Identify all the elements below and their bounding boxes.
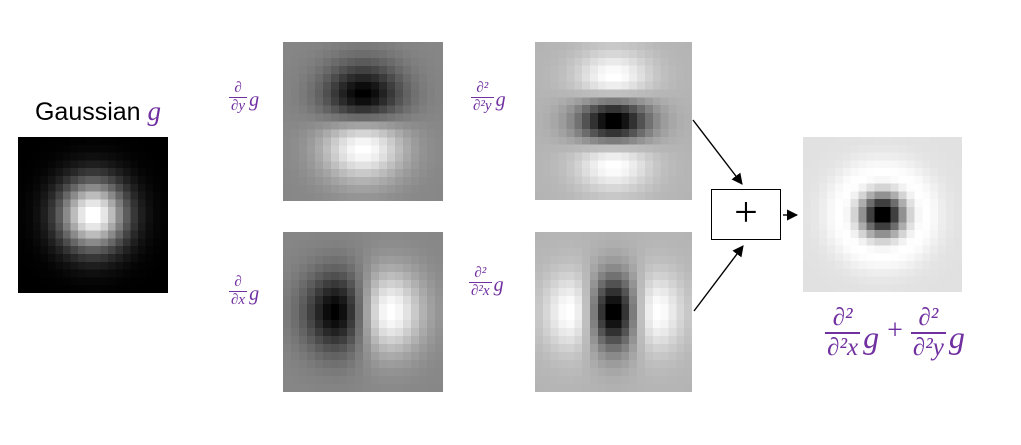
- dx-denominator: ∂x: [229, 291, 248, 309]
- dyy-fraction: ∂² ∂²y: [471, 80, 494, 116]
- formula-term1-operand: g: [863, 319, 880, 356]
- dyy-operand: g: [495, 89, 506, 112]
- gaussian-image: [18, 137, 168, 293]
- dy-numerator: ∂: [234, 80, 242, 96]
- formula-term2-numerator: ∂²: [918, 304, 939, 331]
- formula-plus-operator: +: [887, 315, 903, 347]
- plus-sign: +: [734, 189, 758, 236]
- dy-fraction: ∂ ∂y: [229, 80, 248, 116]
- formula-term2-denominator: ∂²y: [910, 332, 946, 361]
- dx-fraction: ∂ ∂x: [229, 274, 248, 310]
- gaussian-symbol: g: [147, 96, 162, 126]
- formula-term1-fraction: ∂² ∂²x: [825, 304, 861, 362]
- formula-term1-denominator: ∂²x: [825, 332, 861, 361]
- laplacian-formula: ∂² ∂²x g + ∂² ∂²y g: [775, 304, 1015, 362]
- dxx-denominator: ∂²x: [469, 282, 492, 300]
- plus-box: +: [711, 189, 781, 240]
- gaussian-heading: Gaussian g: [18, 96, 178, 127]
- dy-denominator: ∂y: [229, 97, 248, 115]
- arrow-dxx-to-plus: [693, 245, 744, 312]
- gaussian-heading-text: Gaussian: [34, 98, 148, 126]
- arrow-dyy-to-plus: [692, 119, 743, 185]
- dy-label: ∂ ∂y g: [229, 80, 259, 116]
- dxx-fraction: ∂² ∂²x: [469, 265, 492, 301]
- laplacian-result-image: [803, 137, 962, 292]
- dx-label: ∂ ∂x g: [229, 274, 259, 310]
- dy-operand: g: [249, 89, 260, 112]
- formula-term1-numerator: ∂²: [832, 304, 853, 331]
- dxx-operand: g: [493, 274, 504, 297]
- dx-operand: g: [249, 283, 260, 306]
- formula-term2-fraction: ∂² ∂²y: [910, 304, 946, 362]
- dxx-numerator: ∂²: [474, 265, 487, 281]
- dyy-numerator: ∂²: [476, 80, 489, 96]
- dxx-derivative-image: [535, 232, 692, 392]
- dxx-label: ∂² ∂²x g: [469, 265, 504, 301]
- dx-derivative-image: [283, 232, 443, 392]
- dyy-denominator: ∂²y: [471, 97, 494, 115]
- dyy-derivative-image: [535, 42, 692, 200]
- dx-numerator: ∂: [234, 274, 242, 290]
- dyy-label: ∂² ∂²y g: [471, 80, 506, 116]
- dy-derivative-image: [283, 42, 443, 201]
- formula-term2-operand: g: [948, 319, 965, 356]
